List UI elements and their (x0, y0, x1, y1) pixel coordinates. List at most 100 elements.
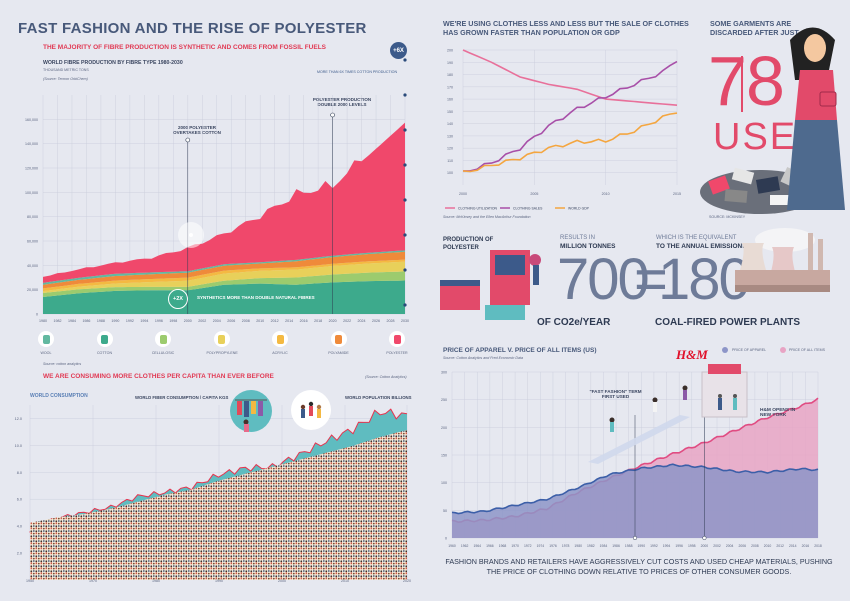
fibre-xtick: 1984 (68, 319, 76, 323)
factory-icon (440, 250, 541, 320)
fibre-xtick: 2000 (184, 319, 192, 323)
legend-swatch (42, 334, 50, 344)
hm-logo: H&M (676, 347, 708, 362)
cons-xtick: 1990 (215, 579, 223, 583)
cons-xtick: 1950 (26, 579, 34, 583)
price-xtick: 1990 (638, 544, 646, 548)
fibre-highlight-dot (189, 233, 193, 237)
fibre-ytick: 0 (36, 313, 38, 317)
fibre-ytick: 100,000 (25, 191, 38, 195)
legend-label: ACRYLIC (272, 351, 288, 355)
legend-apparel-swatch (722, 347, 728, 353)
price-xtick: 2010 (764, 544, 772, 548)
price-ytick: 100 (441, 481, 447, 485)
fibre-axis-dot (403, 233, 407, 237)
legend-label: POLYPROPYLENE (206, 351, 238, 355)
lines-ytick: 160 (447, 98, 453, 102)
fiber-per-capita-label: WORLD FIBER CONSUMPTION / CAPITA KGS (135, 395, 229, 400)
legend-apparel-label: PRICE OF APPAREL (732, 348, 767, 352)
legend-swatch (335, 334, 342, 344)
legend-label: WOOL (40, 351, 52, 355)
price-xtick: 1972 (524, 544, 532, 548)
price-xtick: 1980 (574, 544, 582, 548)
section2-source: (Source: Cotton Analytics) (365, 375, 407, 379)
co2-unit: OF CO2e/YEAR (537, 317, 611, 328)
fibre-ytick: 120,000 (25, 167, 38, 171)
fibre-area-acrylic (43, 259, 405, 292)
fibre-area-cotton (43, 280, 405, 314)
section3-source: Source: McKinsey and the Ellen MacArthur… (443, 215, 531, 219)
annotation-hm: H&M OPENS IN NEW YORK (760, 408, 796, 418)
legend-swatch (218, 334, 225, 344)
price-xtick: 1966 (486, 544, 494, 548)
price-xtick: 2002 (713, 544, 721, 548)
fibre-axis-dot (403, 163, 407, 167)
price-xtick: 1976 (549, 544, 557, 548)
cons-xtick: 2020 (403, 579, 411, 583)
cons-xtick: 2010 (341, 579, 349, 583)
main-title: FAST FASHION AND THE RISE OF POLYESTER (18, 20, 367, 37)
price-xtick: 1988 (625, 544, 633, 548)
price-xtick: 2018 (814, 544, 822, 548)
legend-all-swatch (780, 347, 786, 353)
price-xtick: 2014 (789, 544, 797, 548)
six-x-badge: +6X (390, 42, 407, 59)
lines-xtick: 2000 (459, 192, 467, 196)
lines-ytick: 110 (447, 159, 453, 163)
legend-icon-cotton (96, 331, 113, 347)
marker-dot (702, 535, 707, 541)
cons-xtick: 2000 (278, 579, 286, 583)
fibre-xtick: 2016 (300, 319, 308, 323)
world-consumption-label: WORLD CONSUMPTION (30, 393, 88, 399)
fibre-ytick: 60,000 (27, 240, 38, 244)
annotation-fast-fashion: "FAST FASHION" TERM FIRST USED (589, 389, 642, 399)
factory-illustration (440, 250, 541, 320)
fibre-area-polyester (43, 122, 405, 283)
two-x-badge: +2X (168, 289, 188, 309)
fibre-xtick: 2022 (343, 319, 351, 323)
price-ytick: 200 (441, 426, 447, 430)
uses-number-7: 7 (708, 42, 747, 120)
fibre-xtick: 2020 (329, 319, 337, 323)
co2-value: 700 (557, 247, 650, 312)
price-xtick: 2000 (701, 544, 709, 548)
legend-label: COTTON (96, 351, 113, 355)
fibre-chart-source: (Source: Tecnon OrbiChem) (43, 77, 88, 81)
cons-xtick: 1970 (89, 579, 97, 583)
cons-ytick: 10.0 (15, 444, 22, 448)
price-ytick: 300 (441, 371, 447, 375)
legend-swatch (393, 334, 401, 344)
price-xtick: 1992 (650, 544, 658, 548)
two-x-caption: SYNTHETICS MORE THAN DOUBLE NATURAL FIBR… (197, 295, 315, 300)
million-tonnes-label: MILLION TONNES (560, 243, 616, 250)
price-ytick: 250 (441, 398, 447, 402)
section4-source: SOURCE: MCKINSEY (709, 215, 746, 219)
lines-xtick: 2005 (530, 192, 538, 196)
price-ytick: 150 (441, 454, 447, 458)
lines-ytick: 170 (447, 85, 453, 89)
legend-icon-wool (38, 331, 54, 347)
line-series-1 (463, 60, 678, 172)
fibre-xtick: 2028 (387, 319, 395, 323)
lines-ytick: 100 (447, 171, 453, 175)
equals-sign: = (634, 247, 668, 312)
woman-illustration (700, 27, 845, 214)
lines-ytick: 140 (447, 122, 453, 126)
line-series-2 (462, 112, 678, 173)
legend-icon-polypropylene (213, 331, 230, 347)
price-ytick: 0 (445, 537, 447, 541)
legend-swatch (276, 334, 284, 344)
fibre-chart-title: WORLD FIBRE PRODUCTION BY FIBRE TYPE 198… (43, 60, 183, 66)
lines-ytick: 150 (447, 110, 453, 114)
price-xtick: 2008 (751, 544, 759, 548)
price-xtick: 1974 (537, 544, 545, 548)
marker-dot (632, 535, 638, 541)
fibre-marker-dot (185, 137, 191, 143)
line-series-0 (462, 49, 678, 106)
fibre-area-cellulosic (43, 271, 405, 297)
uses-divider (741, 56, 743, 112)
cons-xtick: 1980 (152, 579, 160, 583)
consumption-chart: 2.0 4.0 6.0 8.0 10.0 12.0 1950 1970 1980 1990 2000… (15, 390, 411, 583)
population-crowd-area (30, 430, 407, 580)
section2-subtitle: WE ARE CONSUMING MORE CLOTHES PER CAPITA… (43, 373, 274, 380)
